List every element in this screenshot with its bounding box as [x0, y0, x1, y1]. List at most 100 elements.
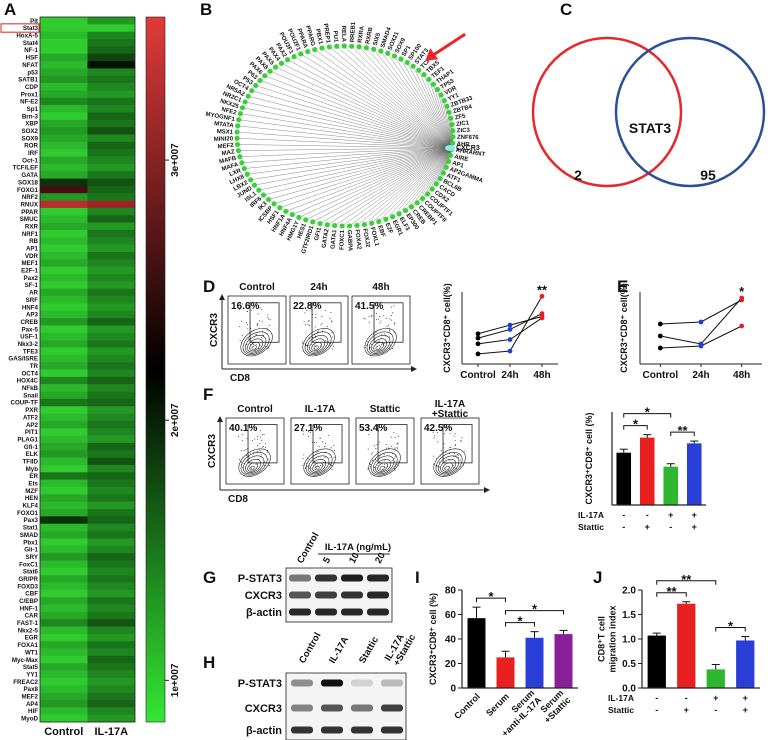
heatmap-cell: [87, 692, 135, 701]
blot-band: [315, 608, 337, 616]
flow-dot: [302, 341, 304, 343]
row-label: HoxA-5: [16, 33, 38, 40]
flow-dot: [391, 459, 393, 461]
heatmap-cell: [87, 663, 135, 671]
flow-dot: [383, 453, 385, 455]
heatmap-cell: [40, 17, 88, 25]
flow-dot: [267, 314, 269, 316]
contour: [311, 341, 322, 352]
heatmap-cell: [40, 288, 88, 297]
heatmap-cell: [40, 237, 88, 245]
flow-dot: [438, 466, 440, 468]
flow-dot: [261, 446, 263, 448]
flow-dot: [388, 348, 390, 350]
row-label: FOXA1: [17, 642, 38, 649]
node: [234, 135, 240, 141]
heatmap-cell: [40, 134, 88, 143]
significance-label: *: [532, 602, 538, 617]
heatmap-cell: [40, 274, 88, 282]
heatmap-cell: [40, 332, 88, 341]
bar: [663, 466, 679, 505]
row-label: C/EBP: [19, 598, 38, 605]
flow-dot: [392, 312, 394, 314]
flow-dot: [260, 454, 262, 456]
flow-dot: [320, 465, 322, 467]
row-label: CAR: [25, 613, 39, 620]
flow-dot: [240, 320, 242, 322]
flow-dot: [381, 334, 383, 336]
row-label: Snail: [23, 392, 38, 399]
flow-dot: [302, 430, 304, 432]
flow-dot: [391, 453, 393, 455]
flow-dot: [394, 437, 396, 439]
row-label: SMAD: [20, 532, 39, 539]
flow-dot: [254, 438, 256, 440]
row-label: MEF2: [21, 693, 38, 700]
row-label: OCT4: [21, 370, 38, 377]
row-label: E2F-1: [21, 268, 38, 275]
edge: [237, 144, 453, 149]
heatmap-cell: [40, 487, 88, 495]
blot-band: [341, 574, 363, 582]
contour: [245, 458, 262, 473]
flow-dot: [373, 445, 375, 447]
flow-dot: [251, 341, 253, 343]
row-label: PLAG1: [17, 436, 38, 443]
node: [242, 99, 248, 105]
condition-sign: -: [622, 510, 625, 520]
heatmap-cell: [87, 376, 135, 385]
flow-dot: [268, 318, 270, 320]
contour: [313, 345, 319, 350]
flow-dot: [368, 315, 370, 317]
flow-dot: [375, 448, 377, 450]
flow-dot: [259, 307, 261, 309]
contour: [240, 328, 273, 357]
contour: [238, 448, 271, 477]
edge: [255, 85, 453, 149]
condition-label: IL-17A: [608, 693, 634, 703]
node: [390, 214, 396, 220]
flow-dot: [396, 443, 398, 445]
blot-row-label: CXCR3: [245, 590, 282, 602]
flow-dot: [374, 459, 376, 461]
flow-dot: [267, 451, 269, 453]
heatmap-cell: [40, 362, 88, 370]
flow-dot: [393, 305, 395, 307]
flow-dot: [388, 324, 390, 326]
contour: [368, 335, 391, 354]
flow-percent: 42.5%: [424, 423, 452, 434]
row-label: Pbx1: [23, 539, 38, 546]
flow-dot: [267, 316, 269, 318]
point: [475, 331, 481, 337]
flow-dot: [306, 465, 308, 467]
point: [739, 323, 745, 329]
y-axis-label: CXCR3⁺CD8⁺ cell (%): [584, 412, 594, 504]
flow-dot: [394, 447, 396, 449]
node: [319, 45, 325, 51]
flow-dot: [390, 319, 392, 321]
edge: [341, 147, 453, 227]
heatmap-cell: [87, 163, 135, 172]
gate: [311, 302, 342, 343]
heatmap-cell: [40, 420, 88, 429]
flow-dot: [323, 464, 325, 466]
row-label: AP3: [26, 312, 39, 319]
heatmap-cell: [40, 516, 88, 525]
node: [251, 182, 258, 188]
point: [475, 335, 481, 341]
row-label: EGR: [25, 635, 39, 642]
flow-plot: [351, 295, 411, 365]
row-label: SOX2: [21, 128, 38, 135]
blot-row-label: β-actin: [246, 607, 282, 619]
contour: [306, 335, 329, 354]
edge: [378, 147, 453, 222]
heatmap-cell: [40, 633, 88, 642]
row-label: Stat5: [23, 664, 39, 671]
flow-dot: [250, 327, 252, 329]
bar: [496, 657, 515, 688]
flow-dot: [238, 459, 240, 461]
heatmap-cell: [40, 185, 88, 194]
heatmap-cell: [87, 222, 135, 231]
flow-dot: [452, 464, 454, 466]
significance-label: *: [645, 405, 651, 420]
